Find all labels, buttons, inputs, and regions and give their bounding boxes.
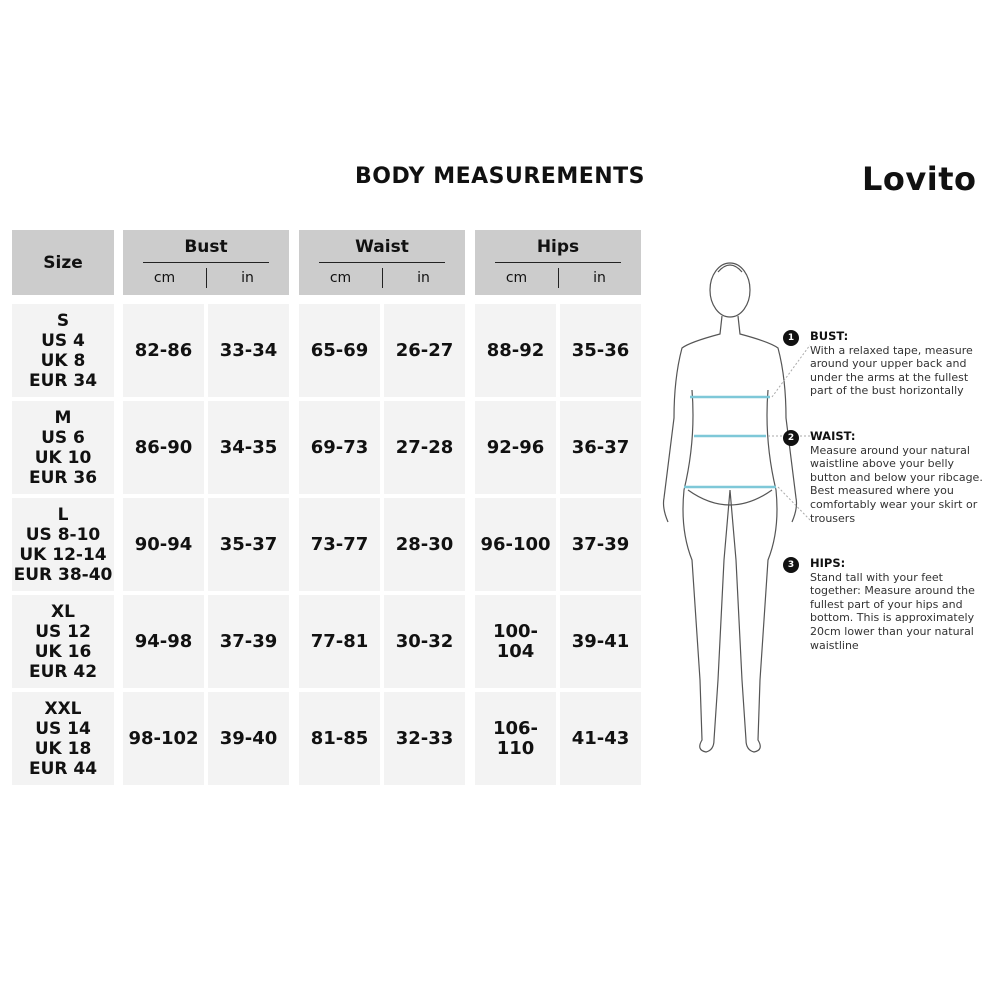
measurement-cell: 69-73 bbox=[299, 401, 380, 494]
group-name: Hips bbox=[536, 237, 580, 257]
measurement-cell: 37-39 bbox=[208, 595, 289, 688]
measurement-cell: 39-40 bbox=[208, 692, 289, 785]
measurement-cell: 82-86 bbox=[123, 304, 204, 397]
size-cell: XXL US 14 UK 18 EUR 44 bbox=[12, 692, 114, 785]
group-rule bbox=[495, 262, 621, 263]
column-group-header: Hips cm in bbox=[475, 230, 641, 295]
measurement-cell: 28-30 bbox=[384, 498, 465, 591]
measurement-cell: 88-92 bbox=[475, 304, 556, 397]
instruction-title: HIPS: bbox=[810, 556, 846, 570]
measurement-cell: 37-39 bbox=[560, 498, 641, 591]
unit-label: cm bbox=[329, 270, 352, 286]
group-rule bbox=[319, 262, 445, 263]
size-cell: L US 8-10 UK 12-14 EUR 38-40 bbox=[12, 498, 114, 591]
unit-label: in bbox=[241, 270, 254, 286]
measurement-cell: 100-104 bbox=[475, 595, 556, 688]
brand-logo: Lovito bbox=[862, 160, 977, 198]
unit-label: in bbox=[593, 270, 606, 286]
body-figure bbox=[662, 262, 810, 753]
measurement-cell: 30-32 bbox=[384, 595, 465, 688]
measurement-cell: 96-100 bbox=[475, 498, 556, 591]
measurement-cell: 65-69 bbox=[299, 304, 380, 397]
measurement-cell: 34-35 bbox=[208, 401, 289, 494]
size-cell: S US 4 UK 8 EUR 34 bbox=[12, 304, 114, 397]
measurement-cell: 73-77 bbox=[299, 498, 380, 591]
measurement-cell: 41-43 bbox=[560, 692, 641, 785]
instruction-text: With a relaxed tape, measure around your… bbox=[810, 343, 973, 398]
measurement-cell: 35-37 bbox=[208, 498, 289, 591]
unit-separator bbox=[382, 268, 383, 288]
unit-label: in bbox=[417, 270, 430, 286]
measurement-cell: 81-85 bbox=[299, 692, 380, 785]
measurement-cell: 98-102 bbox=[123, 692, 204, 785]
measurement-cell: 36-37 bbox=[560, 401, 641, 494]
column-group-header: Waist cm in bbox=[299, 230, 465, 295]
step-number-badge: 3 bbox=[783, 557, 799, 573]
measurement-cell: 94-98 bbox=[123, 595, 204, 688]
instruction-title: WAIST: bbox=[810, 429, 856, 443]
measurement-cell: 92-96 bbox=[475, 401, 556, 494]
unit-label: cm bbox=[153, 270, 176, 286]
instruction-text: Stand tall with your feet together: Meas… bbox=[810, 570, 975, 652]
instruction-text: Measure around your natural waistline ab… bbox=[810, 443, 983, 525]
measurement-cell: 32-33 bbox=[384, 692, 465, 785]
instruction-bust: 1 BUST: With a relaxed tape, measure aroun… bbox=[783, 329, 990, 398]
page-title: BODY MEASUREMENTS bbox=[354, 164, 646, 189]
unit-separator bbox=[558, 268, 559, 288]
measurement-cell: 35-36 bbox=[560, 304, 641, 397]
group-rule bbox=[143, 262, 269, 263]
measurement-cell: 106-110 bbox=[475, 692, 556, 785]
measurement-cell: 27-28 bbox=[384, 401, 465, 494]
step-number-badge: 2 bbox=[783, 430, 799, 446]
measurement-cell: 90-94 bbox=[123, 498, 204, 591]
measurement-cell: 77-81 bbox=[299, 595, 380, 688]
unit-label: cm bbox=[505, 270, 528, 286]
step-number-badge: 1 bbox=[783, 330, 799, 346]
instruction-title: BUST: bbox=[810, 329, 849, 343]
size-cell: XL US 12 UK 16 EUR 42 bbox=[12, 595, 114, 688]
size-cell: M US 6 UK 10 EUR 36 bbox=[12, 401, 114, 494]
measurement-cell: 86-90 bbox=[123, 401, 204, 494]
measurement-cell: 33-34 bbox=[208, 304, 289, 397]
unit-separator bbox=[206, 268, 207, 288]
measurement-cell: 26-27 bbox=[384, 304, 465, 397]
group-name: Waist bbox=[355, 237, 409, 257]
column-group-header: Bust cm in bbox=[123, 230, 289, 295]
measurement-cell: 39-41 bbox=[560, 595, 641, 688]
size-header: Size bbox=[12, 230, 114, 295]
instruction-waist: 2 WAIST: Measure around your natural waist… bbox=[783, 429, 990, 525]
group-name: Bust bbox=[184, 237, 228, 257]
instruction-hips: 3 HIPS: Stand tall with your feet together… bbox=[783, 556, 990, 652]
